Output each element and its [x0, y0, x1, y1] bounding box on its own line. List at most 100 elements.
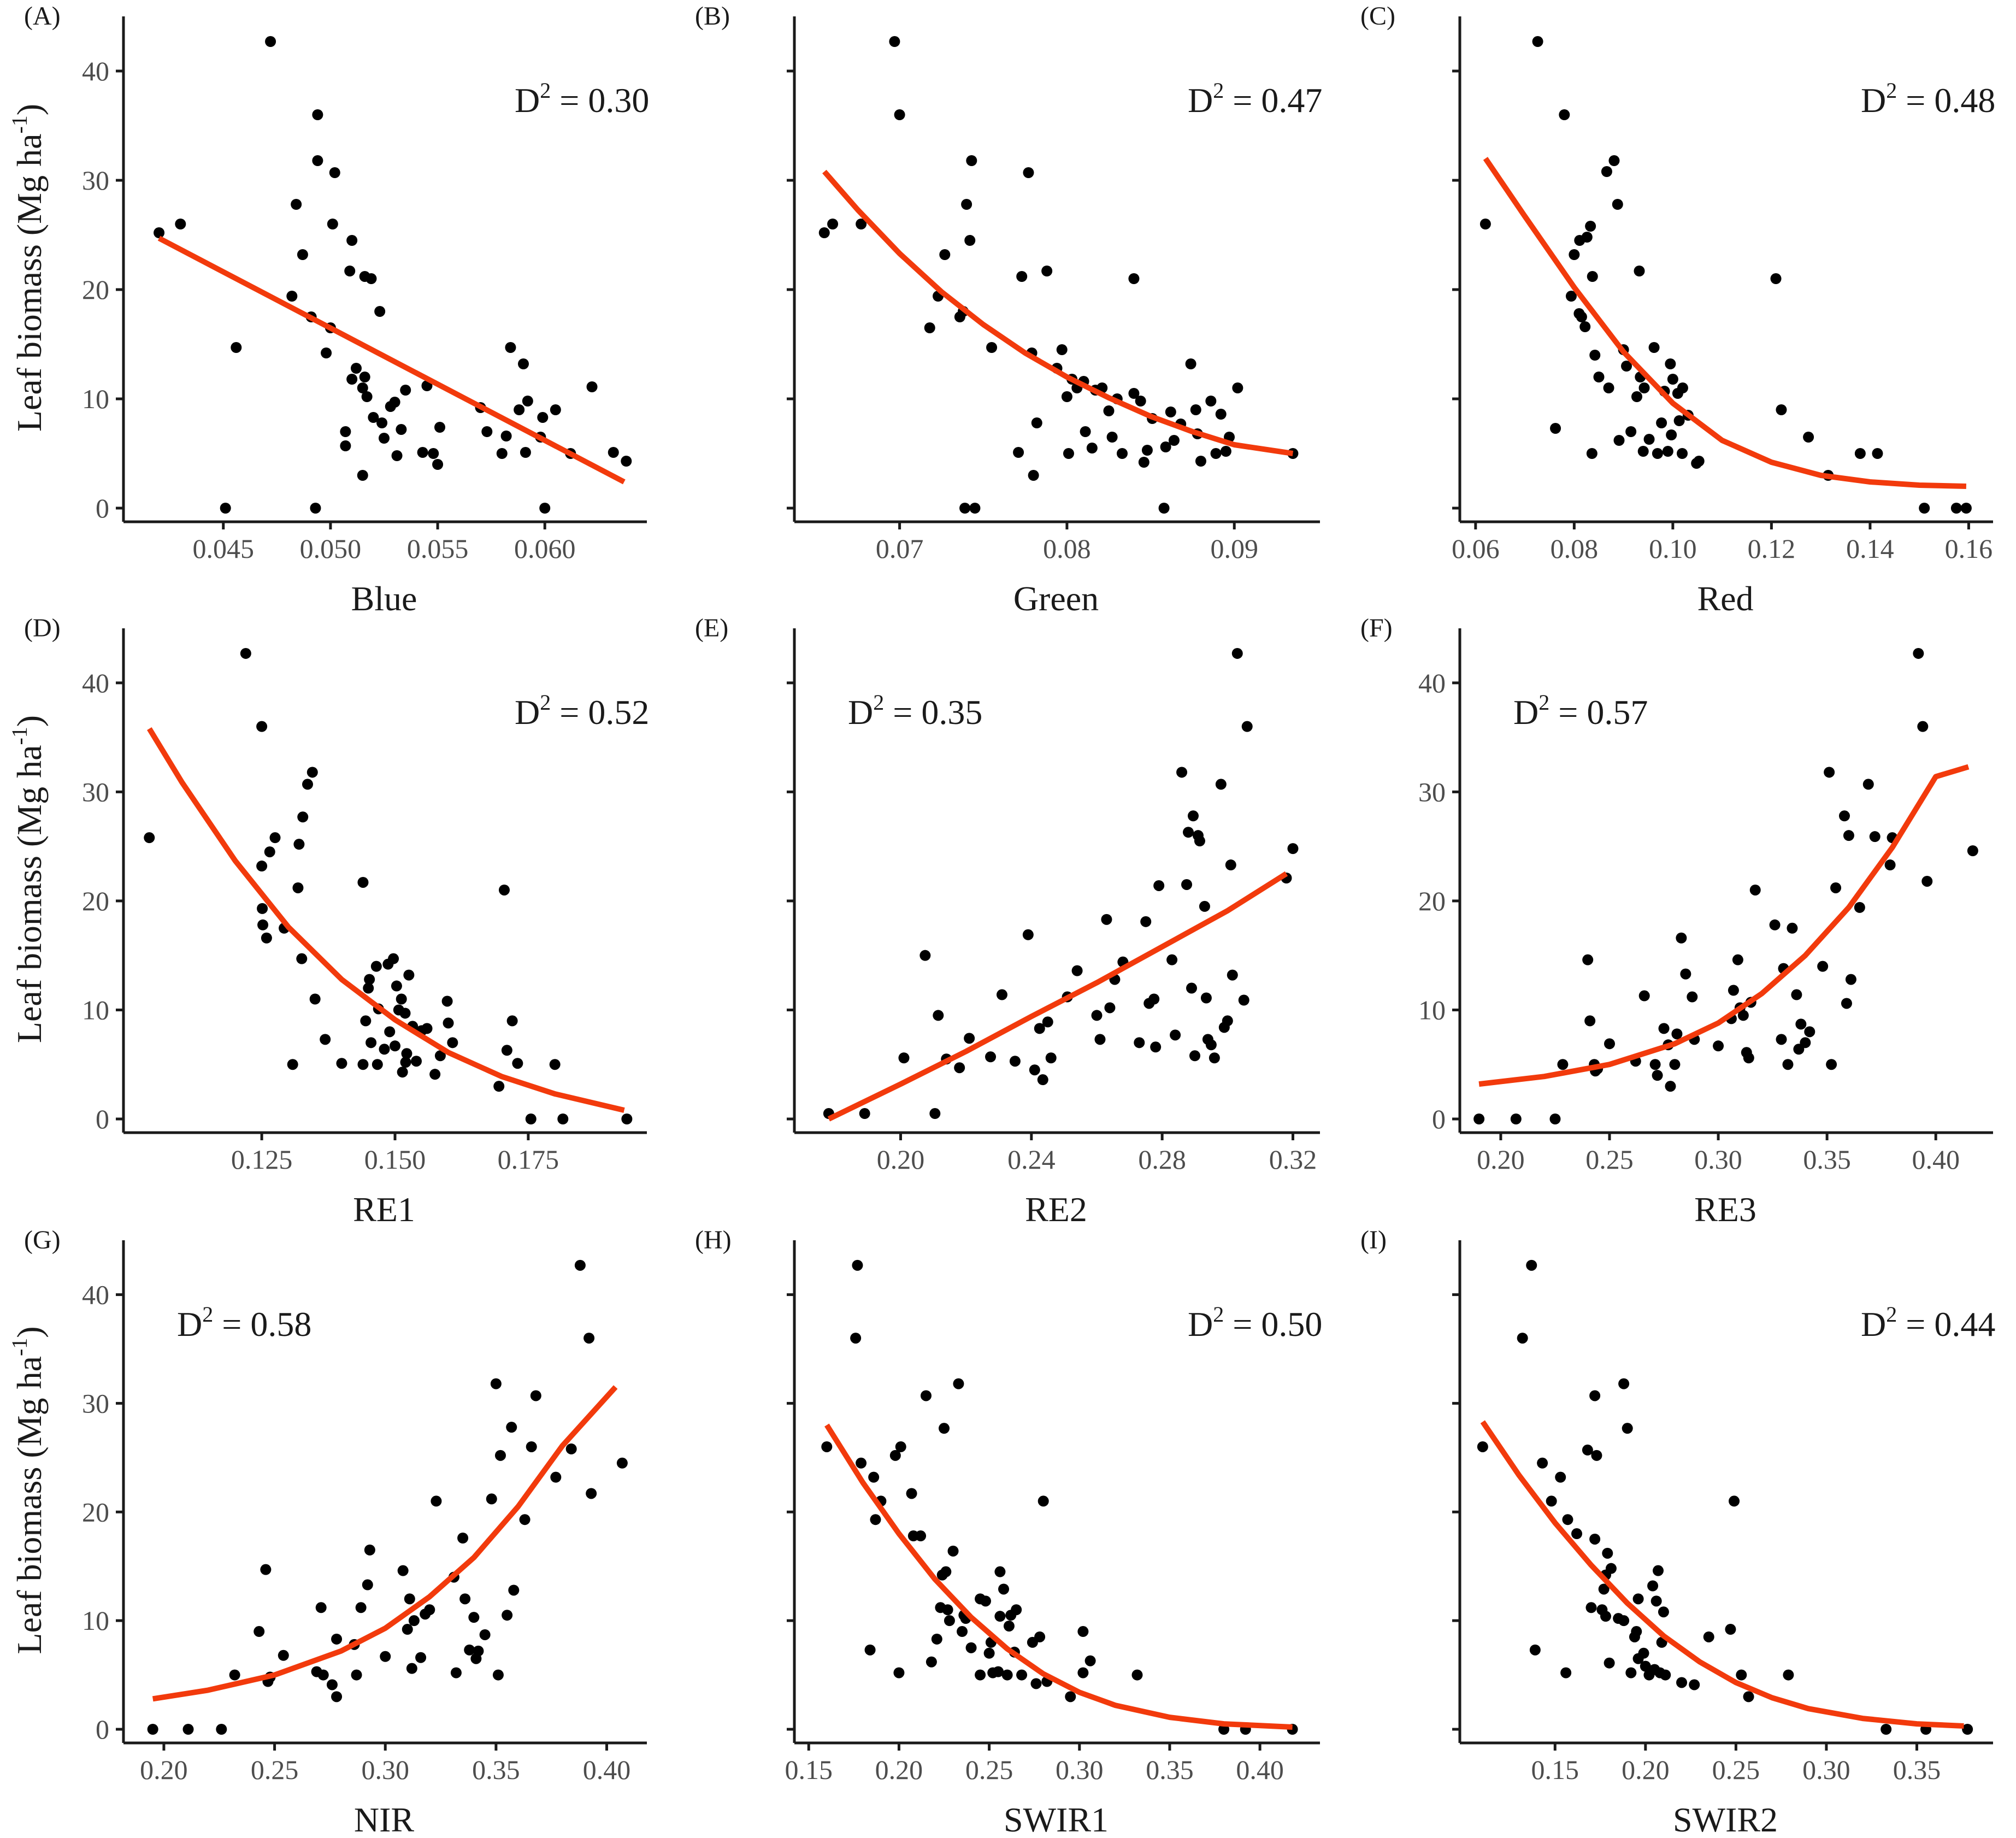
data-point [1023, 167, 1034, 178]
data-point [1205, 396, 1217, 407]
data-point [340, 440, 351, 451]
panel-d: (D) 0 10 20 30 40 0.125 0.150 0.175 RE1 D2 = 0.52 L… [7, 614, 649, 1229]
data-point [1537, 1457, 1548, 1469]
data-point [506, 1422, 517, 1433]
x-tick-label: 0.060 [514, 533, 576, 564]
data-point [1703, 1631, 1714, 1642]
x-tick-label: 0.30 [1694, 1144, 1742, 1175]
d2-superscript: 2 [1213, 1302, 1224, 1327]
data-point [1917, 721, 1929, 732]
data-point [1884, 859, 1896, 871]
data-point [1559, 109, 1570, 120]
data-point [346, 374, 358, 385]
d2-symbol: D [1861, 1305, 1886, 1344]
data-point [1061, 391, 1072, 402]
data-point [965, 1642, 977, 1653]
data-point [486, 1493, 497, 1505]
scatter-points [823, 647, 1299, 1120]
data-point [1826, 1059, 1837, 1070]
data-point [1729, 1495, 1740, 1507]
x-tick-label: 0.15 [785, 1754, 833, 1785]
data-point [505, 342, 516, 353]
data-point [1593, 372, 1605, 382]
data-point [1205, 1039, 1217, 1051]
data-point [331, 1633, 343, 1645]
x-tick-label: 0.30 [361, 1754, 409, 1785]
data-point [1667, 374, 1678, 385]
data-point [1200, 992, 1212, 1004]
data-point [1199, 900, 1210, 912]
data-point [1960, 503, 1972, 514]
data-point [1680, 968, 1691, 980]
data-point [216, 1724, 227, 1735]
data-point [1656, 417, 1667, 428]
scatter-points [144, 647, 633, 1124]
y-tick-label: 20 [82, 274, 109, 305]
x-tick-label: 0.07 [876, 533, 924, 564]
data-point [986, 342, 998, 353]
d2-value: = 0.44 [1897, 1305, 1995, 1344]
data-point [1016, 271, 1028, 282]
data-point [1231, 647, 1243, 659]
data-point [292, 882, 304, 893]
data-point [265, 36, 276, 47]
data-point [256, 721, 268, 732]
data-point [175, 219, 186, 229]
data-point [940, 1566, 952, 1577]
data-point [1094, 1034, 1106, 1045]
d2-annotation: D2 = 0.57 [1513, 690, 1648, 732]
data-point [975, 1669, 986, 1681]
fit-line [822, 169, 1294, 456]
data-point [404, 1593, 415, 1605]
data-point [1603, 382, 1614, 393]
panel-label: (E) [695, 614, 728, 643]
x-axis-title: SWIR1 [1004, 1800, 1109, 1838]
data-point [1881, 1724, 1892, 1735]
x-tick-label: 0.32 [1269, 1144, 1317, 1175]
data-point [1838, 810, 1850, 822]
data-point [1582, 1444, 1593, 1456]
data-point [1045, 1052, 1057, 1064]
data-point [1613, 435, 1625, 446]
y-axis-title-sup: -1 [7, 727, 32, 745]
y-axis-title-sup: -1 [7, 115, 32, 133]
data-point [939, 1423, 950, 1434]
data-point [473, 1645, 484, 1657]
data-point [361, 391, 373, 402]
data-point [961, 199, 972, 210]
data-point [1640, 1660, 1651, 1672]
data-point [1189, 1050, 1200, 1062]
data-point [1041, 266, 1053, 276]
d2-superscript: 2 [540, 78, 551, 103]
panel-label: (C) [1360, 2, 1395, 31]
fit-line [152, 1385, 618, 1702]
data-point [1743, 1052, 1754, 1064]
data-point [428, 448, 439, 459]
data-point [351, 1669, 362, 1681]
data-point [616, 1457, 628, 1469]
d2-value: = 0.30 [551, 81, 649, 120]
data-point [1009, 1056, 1021, 1067]
x-tick-label: 0.40 [583, 1754, 631, 1785]
data-point [898, 1052, 910, 1064]
data-point [229, 1669, 240, 1681]
data-point [1769, 919, 1781, 930]
data-point [1038, 1495, 1049, 1507]
d2-symbol: D [515, 693, 540, 732]
data-point [1643, 434, 1655, 445]
data-point [1693, 456, 1705, 467]
data-point [408, 1615, 420, 1627]
data-point [424, 1604, 435, 1616]
data-point [1638, 990, 1650, 1002]
d2-annotation: D2 = 0.48 [1861, 78, 1995, 120]
d2-symbol: D [1188, 1305, 1213, 1344]
data-point [1666, 429, 1677, 440]
data-point [492, 1669, 504, 1681]
data-point [530, 1390, 541, 1401]
scatter-points [1477, 1259, 1973, 1735]
data-point [549, 1059, 561, 1070]
data-point [291, 199, 302, 210]
data-point [344, 266, 356, 276]
data-point [364, 974, 375, 985]
data-point [441, 995, 453, 1007]
